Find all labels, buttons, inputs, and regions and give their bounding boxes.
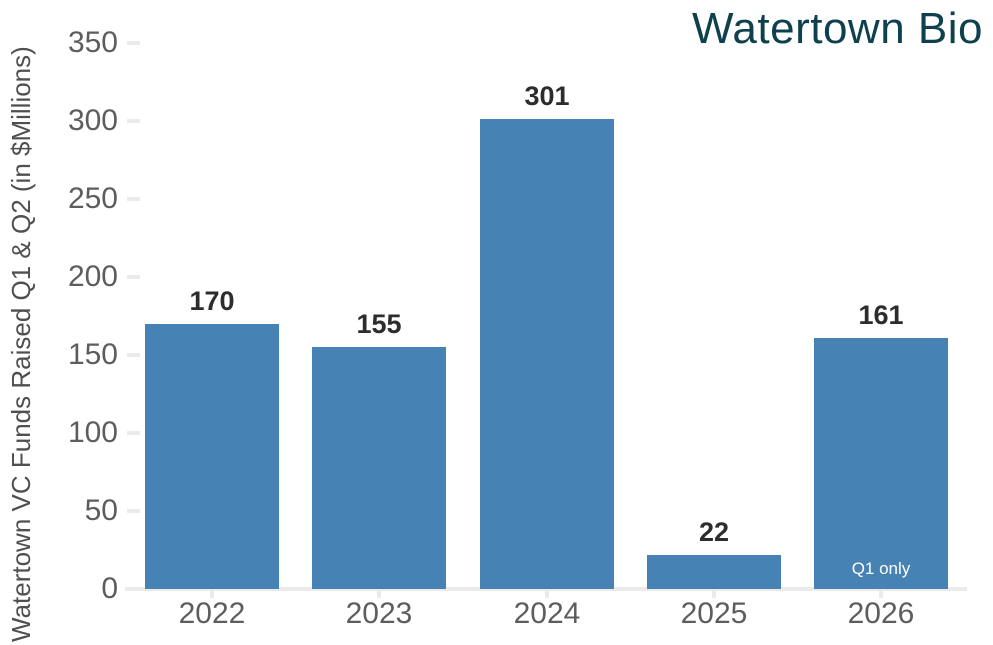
bar-value-label: 170 <box>189 286 235 316</box>
y-tick-mark <box>127 119 140 123</box>
y-tick-label: 50 <box>84 494 118 527</box>
x-tick-mark <box>210 591 214 598</box>
bar <box>145 324 279 589</box>
y-tick-label: 200 <box>67 260 118 293</box>
bar <box>647 555 781 589</box>
y-tick-label: 300 <box>67 104 118 137</box>
bar-value-label: 155 <box>356 309 402 339</box>
bar-value-label: 161 <box>858 300 904 330</box>
x-tick-label: 2024 <box>513 597 581 630</box>
y-tick-label: 150 <box>67 338 118 371</box>
x-tick-label: 2022 <box>178 597 246 630</box>
y-tick-mark <box>127 41 140 45</box>
bar <box>480 119 614 589</box>
y-tick-label: 100 <box>67 416 118 449</box>
y-tick-mark <box>127 509 140 513</box>
y-tick-mark <box>127 587 140 591</box>
y-tick-label: 250 <box>67 182 118 215</box>
y-tick-label: 0 <box>101 572 118 605</box>
bar-value-label: 301 <box>524 81 570 111</box>
x-tick-mark <box>879 591 883 598</box>
bar <box>814 338 948 589</box>
y-tick-mark <box>127 353 140 357</box>
y-tick-mark <box>127 197 140 201</box>
x-tick-label: 2025 <box>680 597 748 630</box>
x-tick-mark <box>712 591 716 598</box>
x-tick-mark <box>545 591 549 598</box>
x-tick-mark <box>377 591 381 598</box>
bar-value-label: 22 <box>698 517 730 547</box>
bar <box>312 347 446 589</box>
x-axis-line <box>125 587 967 591</box>
x-tick-label: 2023 <box>345 597 413 630</box>
y-tick-label: 350 <box>67 26 118 59</box>
chart-title: Watertown Bio <box>692 4 983 53</box>
x-tick-label: 2026 <box>847 597 915 630</box>
bar-annotation: Q1 only <box>851 559 911 578</box>
y-tick-mark <box>127 431 140 435</box>
y-tick-mark <box>127 275 140 279</box>
